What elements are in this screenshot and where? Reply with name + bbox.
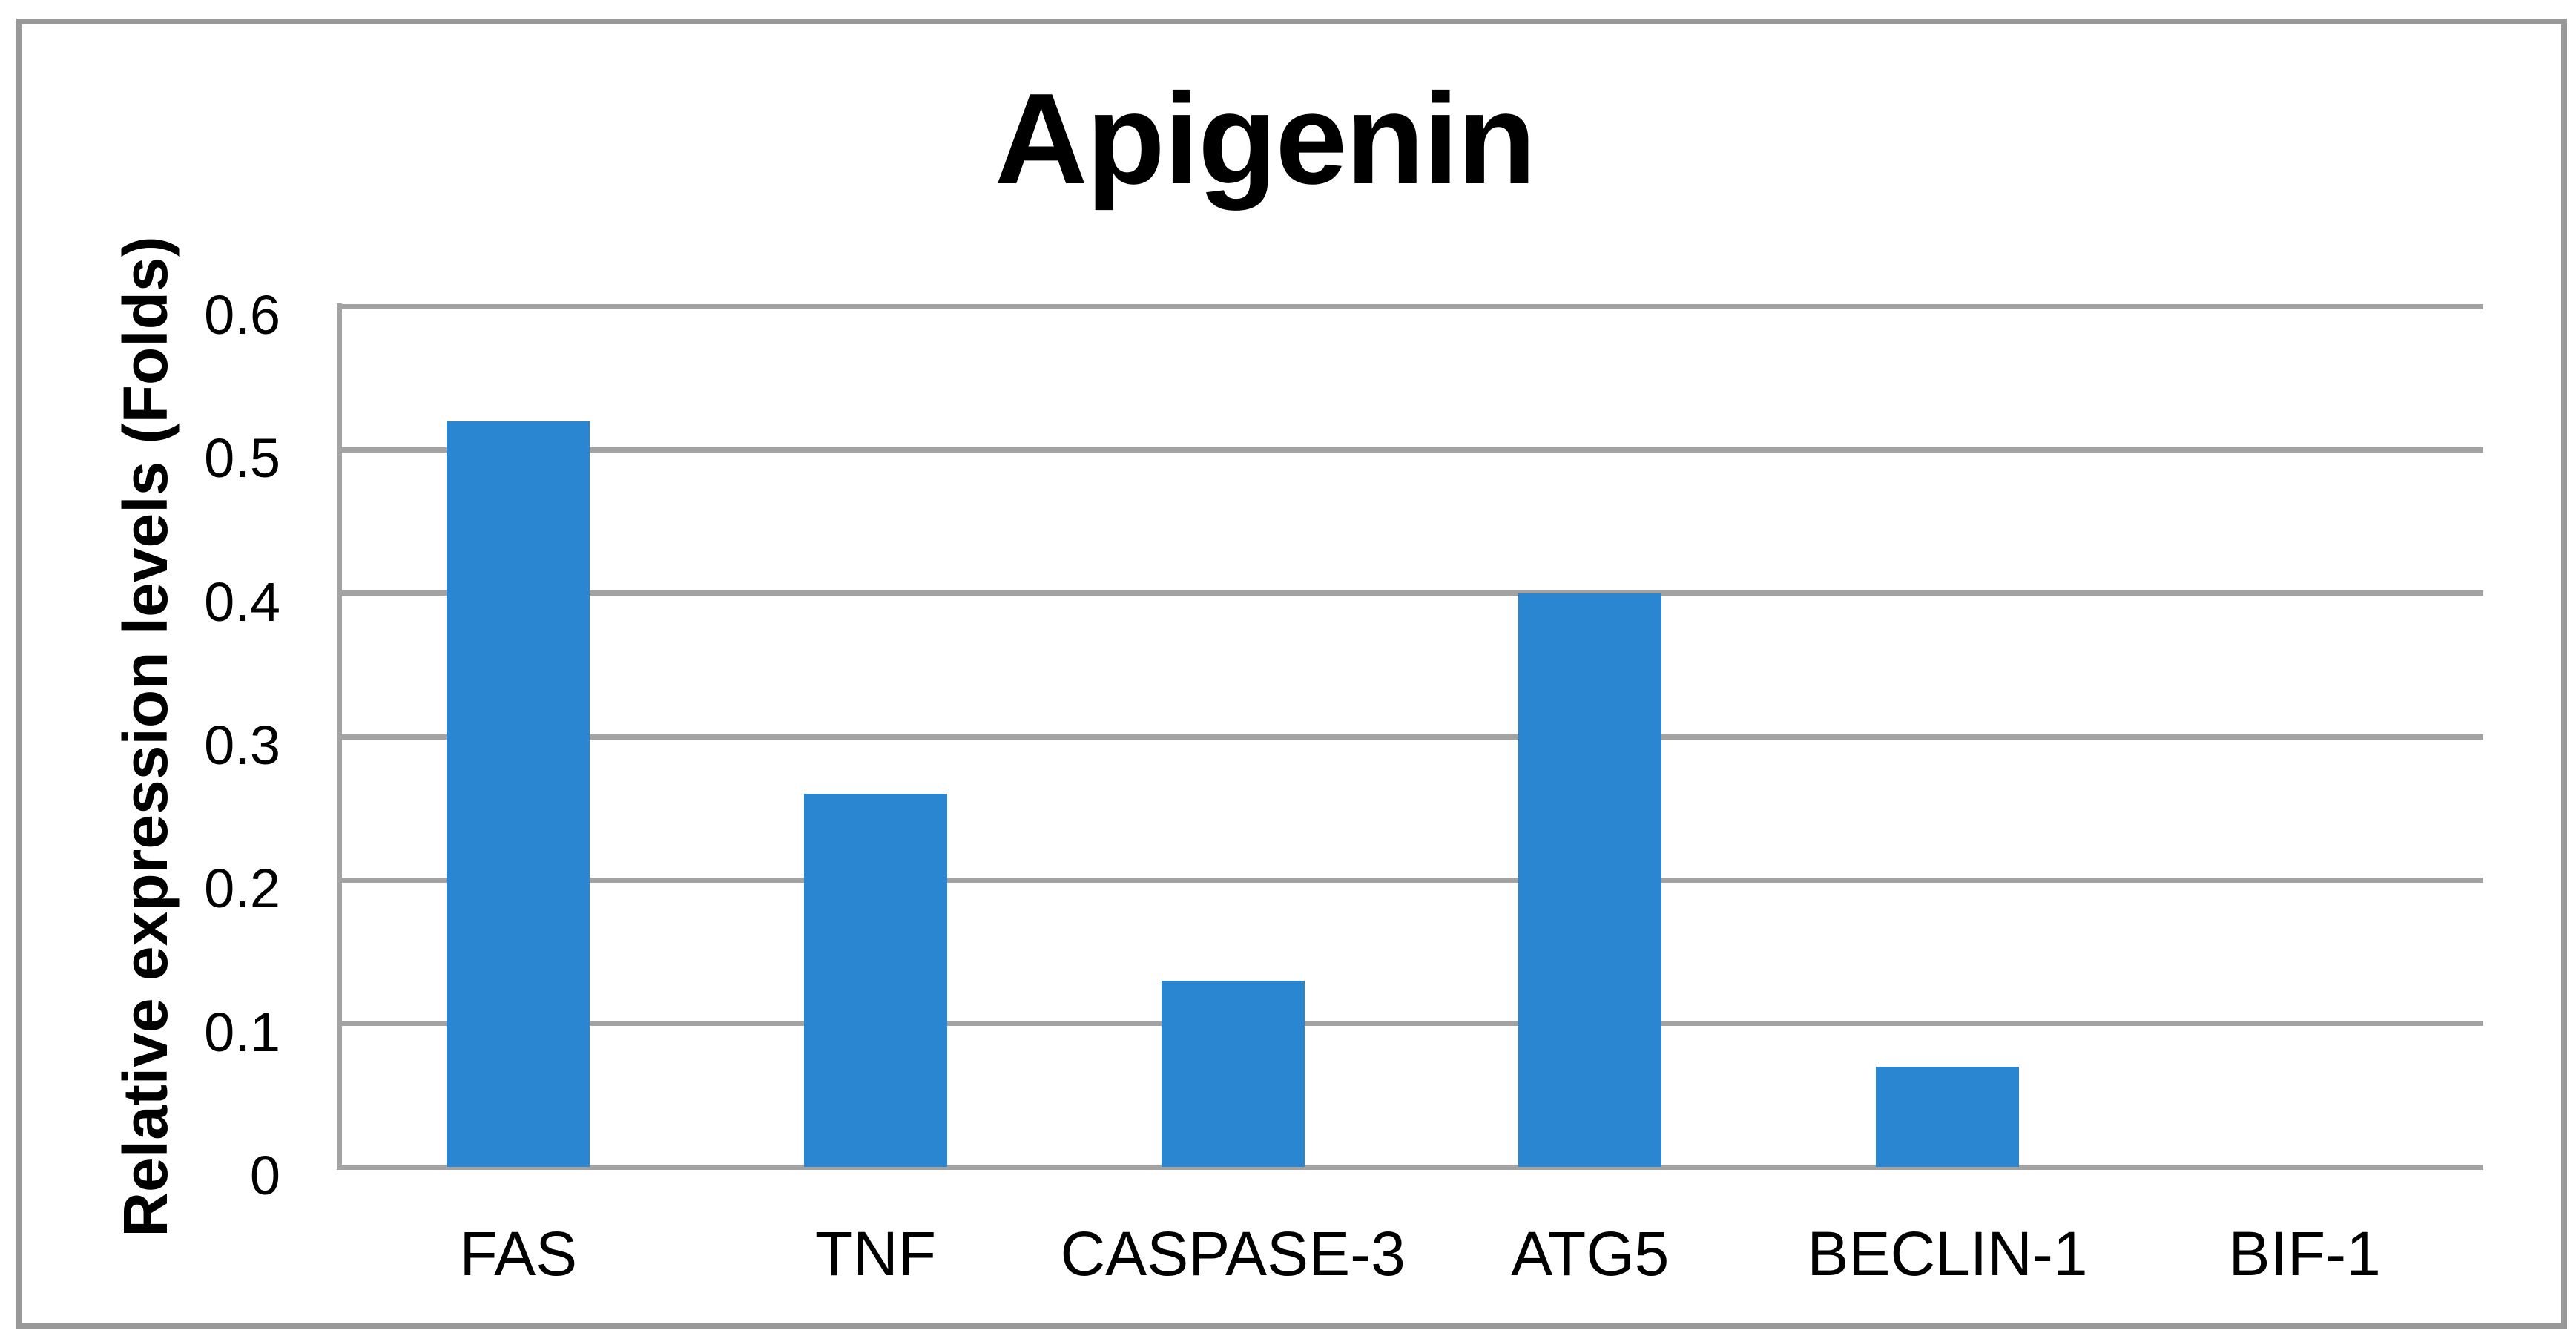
y-tick-label-0: 0 [249, 1145, 280, 1206]
gridline-y-0.1 [340, 1021, 2483, 1027]
chart-title: Apigenin [994, 66, 1536, 211]
gridline-y-0.3 [340, 734, 2483, 740]
bar-caspase-3 [1161, 980, 1305, 1167]
gridline-y-0.2 [340, 877, 2483, 883]
bar-fas [447, 421, 590, 1167]
chart-outer-border [16, 19, 2567, 1329]
gridline-y-0 [340, 1164, 2483, 1170]
y-tick-label-0.3: 0.3 [204, 714, 280, 776]
y-axis-line [337, 303, 342, 1170]
x-category-label-bif-1: BIF-1 [2228, 1219, 2381, 1289]
gridline-y-0.6 [340, 303, 2483, 309]
y-tick-label-0.6: 0.6 [204, 284, 280, 346]
x-category-label-caspase-3: CASPASE-3 [1060, 1219, 1406, 1289]
plot-area [337, 303, 2483, 1170]
bar-atg5 [1518, 593, 1662, 1167]
bar-tnf [804, 794, 947, 1167]
gridline-y-0.5 [340, 447, 2483, 453]
gridline-y-0.4 [340, 590, 2483, 596]
y-tick-label-0.2: 0.2 [204, 858, 280, 920]
x-category-label-beclin-1: BECLIN-1 [1807, 1219, 2088, 1289]
y-tick-label-0.5: 0.5 [204, 427, 280, 490]
x-category-label-fas: FAS [459, 1219, 578, 1289]
x-category-label-atg5: ATG5 [1511, 1219, 1670, 1289]
x-category-label-tnf: TNF [814, 1219, 937, 1289]
y-tick-label-0.4: 0.4 [204, 570, 280, 633]
bar-beclin-1 [1876, 1066, 2019, 1167]
y-tick-label-0.1: 0.1 [204, 1001, 280, 1063]
